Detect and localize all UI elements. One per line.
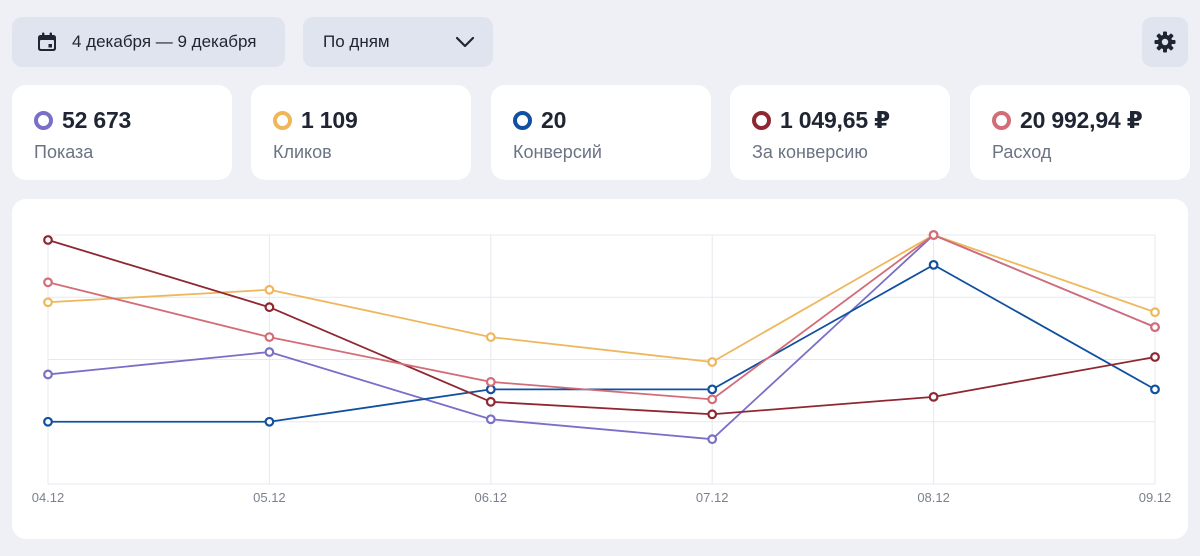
data-point	[43, 369, 53, 380]
metric-value: 1 049,65 ₽	[780, 107, 890, 133]
x-tick-label: 07.12	[696, 490, 729, 505]
data-point	[43, 297, 53, 308]
data-point	[43, 235, 53, 245]
series-marker-icon	[273, 111, 292, 130]
toolbar: 4 декабря — 9 декабря По дням	[12, 17, 1188, 67]
series-marker-icon	[513, 111, 532, 130]
series-marker-icon	[992, 111, 1011, 130]
metric-label: За конверсию	[752, 142, 868, 162]
metric-value: 52 673	[62, 107, 132, 133]
data-point	[485, 396, 496, 407]
data-point	[485, 414, 496, 425]
metric-cards: 52 673 Показа 1 109 Кликов 20 Конверсий …	[12, 85, 1190, 180]
calendar-icon	[38, 32, 56, 51]
metric-value: 20	[541, 107, 567, 133]
data-point	[43, 277, 53, 288]
metric-label: Расход	[992, 142, 1052, 162]
metric-card-impressions[interactable]: 52 673 Показа	[12, 85, 232, 180]
data-point	[707, 384, 718, 395]
x-tick-label: 06.12	[475, 490, 508, 505]
data-point	[264, 284, 275, 295]
data-point	[264, 302, 275, 313]
date-range-button[interactable]: 4 декабря — 9 декабря	[12, 17, 285, 67]
metric-card-spend[interactable]: 20 992,94 ₽ Расход	[970, 85, 1190, 180]
period-select[interactable]: По дням	[303, 17, 493, 67]
series-marker-icon	[752, 111, 771, 130]
x-tick-label: 09.12	[1139, 490, 1172, 505]
data-point	[707, 394, 718, 405]
data-point	[707, 409, 718, 420]
period-label: По дням	[323, 32, 390, 51]
metric-card-clicks[interactable]: 1 109 Кликов	[251, 85, 471, 180]
data-point	[1150, 307, 1160, 318]
x-tick-label: 08.12	[917, 490, 950, 505]
x-tick-label: 04.12	[32, 490, 65, 505]
series-line	[47, 234, 1156, 401]
data-point	[43, 416, 53, 427]
gear-icon	[1154, 31, 1176, 53]
data-point	[928, 230, 939, 240]
data-point	[1150, 322, 1160, 333]
x-tick-label: 05.12	[253, 490, 286, 505]
data-point	[264, 332, 275, 342]
metric-label: Показа	[34, 142, 94, 162]
metric-value: 1 109	[301, 107, 358, 133]
metric-card-cost-per-conversion[interactable]: 1 049,65 ₽ За конверсию	[730, 85, 950, 180]
data-point	[707, 434, 718, 445]
data-point	[264, 347, 275, 357]
date-range-label: 4 декабря — 9 декабря	[72, 32, 257, 51]
settings-button[interactable]	[1142, 17, 1188, 67]
data-point	[1150, 384, 1160, 395]
data-point	[485, 377, 496, 387]
chevron-down-icon	[455, 36, 475, 48]
data-point	[928, 391, 939, 402]
metric-label: Кликов	[273, 142, 332, 162]
series-line	[48, 263, 1156, 423]
data-point	[928, 259, 939, 270]
metric-value: 20 992,94 ₽	[1020, 107, 1143, 133]
series-line	[47, 234, 1156, 363]
data-point	[707, 357, 718, 367]
data-point	[264, 416, 275, 427]
data-point	[485, 332, 496, 342]
series-marker-icon	[34, 111, 53, 130]
chart-panel: 04.12 05.12 06.12 07.12 08.12 09.12	[12, 199, 1188, 539]
series-line	[47, 239, 1156, 416]
metric-label: Конверсий	[513, 142, 602, 162]
line-chart: 04.12 05.12 06.12 07.12 08.12 09.12	[32, 230, 1172, 505]
metric-card-conversions[interactable]: 20 Конверсий	[491, 85, 711, 180]
data-point	[1150, 352, 1160, 362]
